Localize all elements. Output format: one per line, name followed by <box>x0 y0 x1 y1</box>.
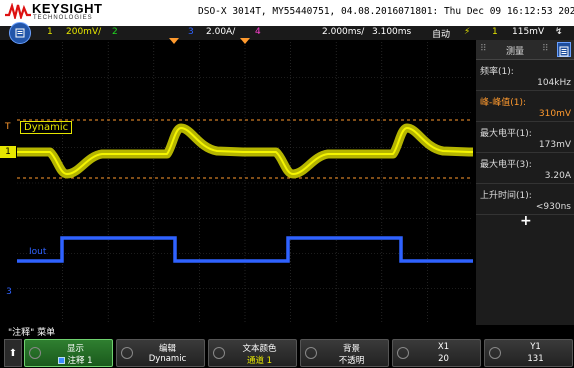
ch3-label: Iout <box>29 247 47 257</box>
softkey-value: 注释 1 <box>41 354 110 366</box>
trigger-position-marker[interactable] <box>169 38 181 46</box>
ch1-trace <box>17 127 473 175</box>
measurement-label: 峰-峰值(1): <box>480 98 527 108</box>
measurement-value: 3.20A <box>544 171 571 181</box>
measurement-label: 最大电平(3): <box>480 160 532 170</box>
measurement-value: <930ns <box>535 202 571 212</box>
ch1-ground-marker[interactable]: 1 <box>0 146 16 158</box>
softkey-knob-icon <box>121 347 133 359</box>
delay-position-marker[interactable] <box>240 38 252 46</box>
measurement-frequency[interactable]: 频率(1): 104kHz <box>476 61 574 91</box>
softkey-value: 131 <box>527 354 544 364</box>
softkey-value: 通道 1 <box>246 356 273 366</box>
top-header: KEYSIGHT TECHNOLOGIES DSO-X 3014T, MY554… <box>0 0 574 26</box>
measurement-label: 频率(1): <box>480 67 514 77</box>
softkey-knob-icon <box>397 347 409 359</box>
ch3-number[interactable]: 3 <box>188 27 194 37</box>
ch3-trace <box>17 236 473 263</box>
softkey-label: 编辑 <box>158 344 176 354</box>
ch1-scale[interactable]: 200mV/ <box>66 27 102 37</box>
softkey-knob-icon <box>489 347 501 359</box>
measurement-value: 173mV <box>538 140 571 150</box>
softkey-display[interactable]: 显示 注释 1 <box>24 339 113 367</box>
measurement-label: 上升时间(1): <box>480 191 532 201</box>
main-menu-button[interactable] <box>9 22 31 44</box>
panel-grip-icon: ⠿ <box>480 44 487 54</box>
trigger-channel[interactable]: 1 <box>492 27 498 37</box>
softkey-label: X1 <box>437 342 450 352</box>
trigger-level[interactable]: 115mV <box>512 27 545 37</box>
ch3-ground-marker[interactable]: 3 <box>6 287 12 297</box>
softkey-y1[interactable]: Y1 131 <box>484 339 573 367</box>
run-status-icon: ↯ <box>555 27 563 37</box>
measurement-max-ch1[interactable]: 最大电平(1): 173mV <box>476 123 574 153</box>
trigger-level-marker[interactable]: T <box>5 122 11 132</box>
measurements-title: 测量 <box>506 47 525 57</box>
scope-info-text: DSO-X 3014T, MY55440751, 04.08.201607180… <box>198 6 574 17</box>
measurement-value: 310mV <box>538 109 571 119</box>
ch3-scale[interactable]: 2.00A/ <box>206 27 236 37</box>
trigger-mode[interactable]: 自动 <box>432 30 451 40</box>
ch1-number[interactable]: 1 <box>47 27 53 37</box>
softkey-label: 显示 <box>66 344 84 354</box>
measurement-peak-to-peak[interactable]: 峰-峰值(1): 310mV <box>476 92 574 122</box>
softkey-knob-icon <box>29 347 41 359</box>
softkey-bar: ⬆ 显示 注释 1 编辑 Dynamic 文本颜色 通道 1 背景 不透明 X1… <box>0 338 574 368</box>
measurement-label: 最大电平(1): <box>480 129 532 139</box>
softkey-text-color[interactable]: 文本颜色 通道 1 <box>208 339 297 367</box>
panel-grip-icon-2: ⠿ <box>542 44 549 54</box>
ch1-annotation-label[interactable]: Dynamic <box>20 121 73 134</box>
timebase-value[interactable]: 2.000ms/ <box>322 27 365 37</box>
softkey-x1[interactable]: X1 20 <box>392 339 481 367</box>
waveform-display[interactable]: Iout Dynamic 1 3 T <box>0 38 473 324</box>
measurements-panel: ⠿ 测量 ⠿ 频率(1): 104kHz 峰-峰值(1): 310mV 最大电平… <box>476 40 574 325</box>
ch1-annotation-text: Dynamic <box>24 122 69 133</box>
waveform-canvas[interactable]: Iout <box>17 42 473 324</box>
back-button[interactable]: ⬆ <box>4 339 22 367</box>
softkey-menu-title: "注释" 菜单 <box>0 325 574 338</box>
graticule-grid <box>17 42 473 324</box>
softkey-label: 文本颜色 <box>242 344 277 354</box>
softkey-label: Y1 <box>530 342 541 352</box>
softkey-knob-icon <box>213 347 225 359</box>
softkey-background[interactable]: 背景 不透明 <box>300 339 389 367</box>
keysight-logo-icon <box>5 3 31 19</box>
channel-status-bar: 1 200mV/ 2 3 2.00A/ 4 2.000ms/ 3.100ms 自… <box>0 26 574 40</box>
softkey-label: 背景 <box>342 344 360 354</box>
delay-value[interactable]: 3.100ms <box>372 27 412 37</box>
softkey-value: 不透明 <box>338 356 365 366</box>
softkey-edit[interactable]: 编辑 Dynamic <box>116 339 205 367</box>
measurements-header: ⠿ 测量 ⠿ <box>476 40 574 60</box>
softkey-value: Dynamic <box>148 354 187 364</box>
measurement-max-ch3[interactable]: 最大电平(3): 3.20A <box>476 154 574 184</box>
brand-subtitle: TECHNOLOGIES <box>33 15 93 21</box>
add-measurement-button[interactable]: + <box>520 213 532 229</box>
softkey-knob-icon <box>305 347 317 359</box>
ch2-number[interactable]: 2 <box>112 27 118 37</box>
menu-icon <box>15 28 25 38</box>
checkbox-icon <box>58 357 66 364</box>
softkey-value: 20 <box>438 354 449 364</box>
panel-menu-icon[interactable] <box>557 42 571 57</box>
measurement-value: 104kHz <box>537 78 571 88</box>
measurement-rise-time[interactable]: 上升时间(1): <930ns <box>476 185 574 215</box>
ch4-number[interactable]: 4 <box>255 27 261 37</box>
trigger-slope-icon: ⚡ <box>464 27 471 37</box>
brand-name: KEYSIGHT <box>32 1 103 16</box>
